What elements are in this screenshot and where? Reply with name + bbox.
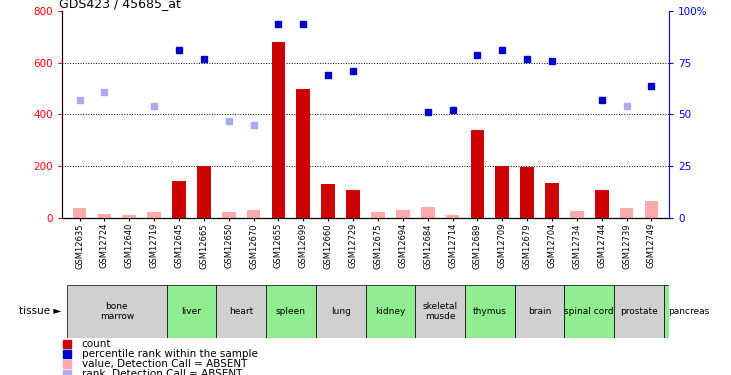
Bar [465, 285, 515, 338]
Bar [564, 285, 614, 338]
Bar [316, 285, 366, 338]
Text: count: count [82, 339, 111, 349]
Bar [173, 182, 186, 218]
Bar [366, 285, 415, 338]
Bar [222, 212, 235, 217]
Bar [421, 207, 434, 218]
Bar [471, 130, 484, 218]
Bar [371, 212, 385, 217]
Text: tissue ►: tissue ► [19, 306, 61, 316]
Bar [496, 166, 509, 218]
Bar [620, 209, 634, 218]
Text: prostate: prostate [620, 307, 658, 316]
Text: skeletal
musde: skeletal musde [423, 302, 458, 321]
Bar [595, 190, 609, 217]
Bar [322, 184, 335, 218]
Text: spleen: spleen [276, 307, 306, 316]
Bar [645, 201, 659, 217]
Bar [396, 210, 409, 218]
Text: value, Detection Call = ABSENT: value, Detection Call = ABSENT [82, 359, 247, 369]
Bar [515, 285, 564, 338]
Bar [67, 285, 167, 338]
Bar [272, 42, 285, 218]
Bar [664, 285, 713, 338]
Bar [148, 212, 161, 217]
Bar [72, 209, 86, 218]
Text: rank, Detection Call = ABSENT: rank, Detection Call = ABSENT [82, 369, 242, 375]
Bar [346, 190, 360, 217]
Text: heart: heart [229, 307, 254, 316]
Text: percentile rank within the sample: percentile rank within the sample [82, 349, 258, 359]
Bar [446, 215, 459, 217]
Bar [520, 167, 534, 217]
Bar [415, 285, 465, 338]
Text: brain: brain [528, 307, 551, 316]
Bar [197, 166, 211, 218]
Bar [167, 285, 216, 338]
Bar [614, 285, 664, 338]
Bar [570, 211, 583, 217]
Bar [216, 285, 266, 338]
Text: spinal cord: spinal cord [564, 307, 614, 316]
Bar [297, 88, 310, 218]
Text: pancreas: pancreas [668, 307, 709, 316]
Bar [97, 214, 111, 217]
Text: GDS423 / 45685_at: GDS423 / 45685_at [59, 0, 181, 10]
Bar [266, 285, 316, 338]
Text: thymus: thymus [473, 307, 507, 316]
Text: bone
marrow: bone marrow [99, 302, 134, 321]
Bar [545, 183, 558, 218]
Bar [247, 210, 260, 218]
Text: kidney: kidney [375, 307, 406, 316]
Text: lung: lung [330, 307, 351, 316]
Bar [122, 215, 136, 217]
Text: liver: liver [181, 307, 202, 316]
